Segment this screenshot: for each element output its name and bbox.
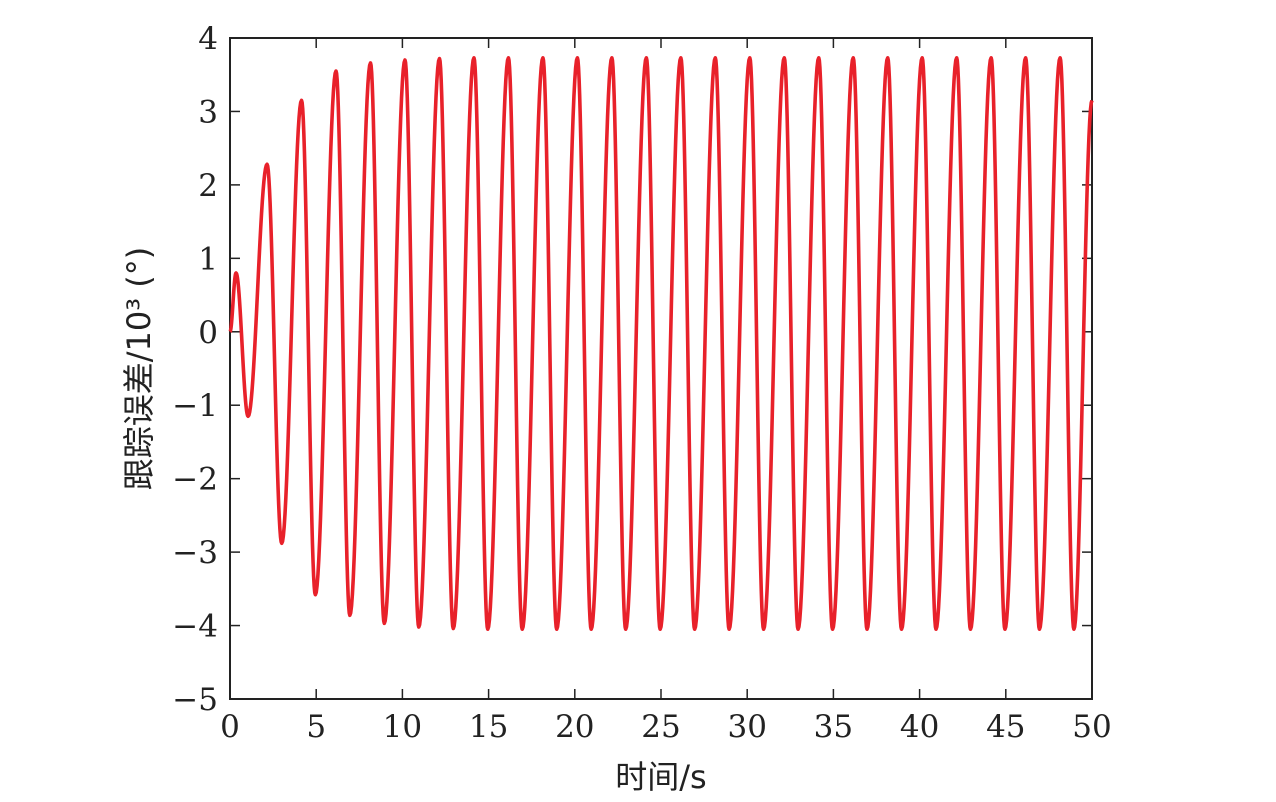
x-tick-label: 30 <box>727 709 766 745</box>
y-tick-label: −4 <box>172 609 218 645</box>
x-tick-label: 10 <box>383 709 422 745</box>
x-tick-label: 25 <box>641 709 680 745</box>
x-tick-label: 20 <box>555 709 594 745</box>
series-line <box>228 56 1094 632</box>
x-tick-label: 35 <box>814 709 853 745</box>
y-tick-label: 3 <box>198 94 218 130</box>
axis-ticks <box>229 37 1093 700</box>
x-tick-label: 15 <box>469 709 508 745</box>
y-tick-label: 1 <box>198 241 218 277</box>
x-tick-label: 45 <box>986 709 1025 745</box>
y-tick-label: 2 <box>198 168 218 204</box>
y-tick-label: 0 <box>198 315 218 351</box>
x-tick-label: 40 <box>900 709 939 745</box>
plot-area <box>228 37 1094 700</box>
y-tick-label: −3 <box>172 535 218 571</box>
x-tick-label: 5 <box>306 709 326 745</box>
y-tick-label: −1 <box>172 388 218 424</box>
x-tick-label: 50 <box>1072 709 1111 745</box>
y-tick-label: −2 <box>172 462 218 498</box>
y-tick-label: 4 <box>198 21 218 57</box>
x-tick-label: 0 <box>220 709 240 745</box>
y-axis-label: 跟踪误差/10³ (°) <box>120 247 158 490</box>
x-axis-label: 时间/s <box>615 758 706 796</box>
y-tick-label: −5 <box>172 682 218 718</box>
